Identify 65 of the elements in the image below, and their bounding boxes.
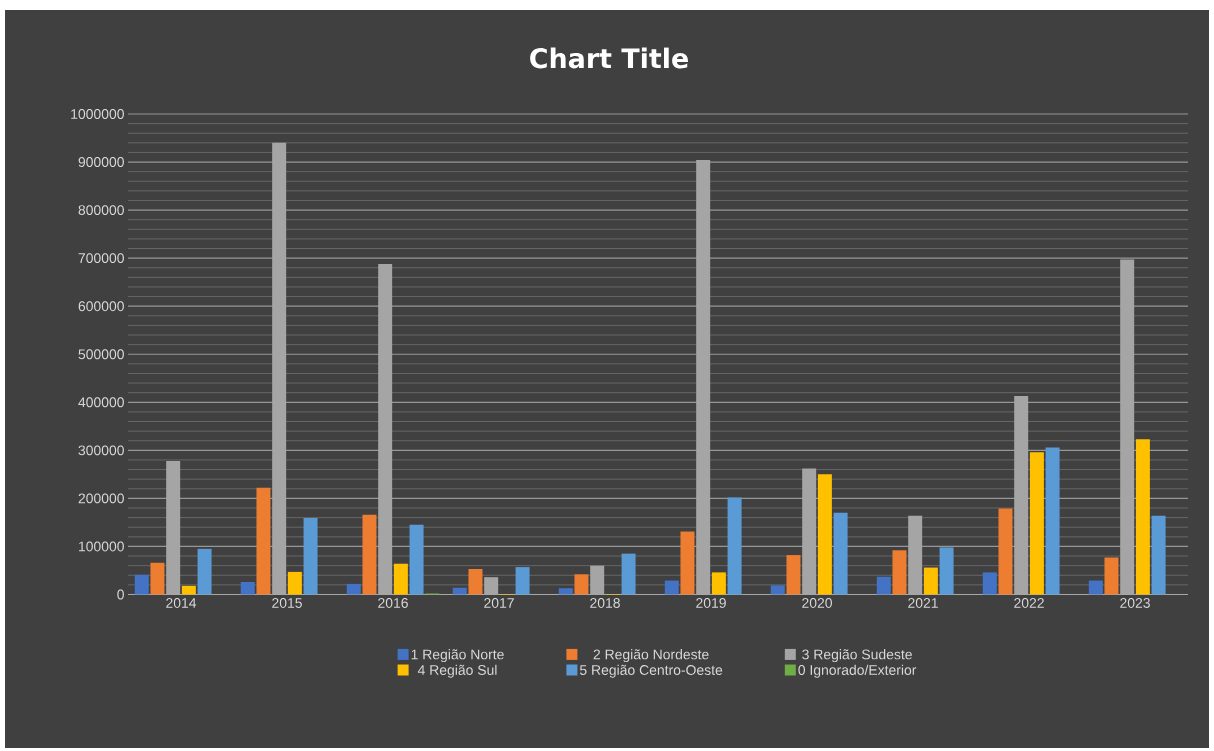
bar (982, 572, 997, 595)
bar (998, 508, 1013, 595)
bar (240, 581, 255, 595)
x-tick-label: 2014 (166, 597, 197, 608)
bar (303, 518, 318, 595)
y-tick-label: 600000 (78, 301, 124, 312)
x-tick-label: 2019 (696, 597, 726, 608)
bar (468, 569, 483, 595)
bar (256, 487, 271, 595)
bar (923, 567, 938, 595)
y-tick-label: 200000 (78, 493, 124, 504)
legend-label: 0 Ignorado/Exterior (798, 664, 917, 678)
bar (197, 548, 212, 595)
y-tick-label: 1000000 (71, 109, 124, 119)
legend-label: 5 Região Centro-Oeste (579, 664, 723, 678)
legend-label: 4 Região Sul (417, 664, 497, 678)
bar (1088, 580, 1103, 595)
bar (287, 571, 302, 595)
x-tick-label: 2023 (1120, 597, 1150, 608)
bar (786, 555, 801, 595)
x-tick-label: 2016 (378, 597, 408, 608)
bar (1151, 515, 1166, 595)
bar (409, 524, 424, 595)
bar (892, 550, 907, 595)
bar (134, 574, 149, 595)
y-tick-label: 0 (117, 589, 124, 600)
bar (1104, 557, 1119, 595)
bar (770, 585, 785, 595)
x-tick-label: 2017 (484, 597, 514, 608)
bar (346, 583, 361, 595)
y-tick-label: 700000 (78, 253, 124, 264)
bar (876, 576, 891, 595)
bar (727, 497, 742, 595)
x-tick-label: 2015 (272, 597, 302, 608)
y-tick-label: 100000 (79, 541, 124, 552)
bar (939, 547, 954, 595)
legend-label: 1 Região Norte (411, 649, 504, 663)
y-tick-label: 400000 (78, 397, 124, 408)
y-tick-label: 300000 (78, 445, 124, 456)
legend-label: 2 Região Nordeste (593, 649, 709, 663)
bar (833, 512, 848, 595)
bar (1045, 447, 1060, 595)
bar (574, 574, 589, 595)
bar (664, 580, 679, 595)
bar (621, 553, 636, 595)
x-tick-label: 2021 (908, 597, 938, 608)
chart-title: Chart Title (530, 47, 688, 69)
y-tick-label: 800000 (78, 205, 124, 216)
x-tick-label: 2020 (802, 597, 832, 608)
bar (817, 474, 832, 595)
bar (515, 567, 530, 595)
x-tick-label: 2018 (590, 597, 620, 608)
y-tick-label: 900000 (78, 157, 124, 167)
bar (150, 562, 165, 595)
bar (1135, 439, 1150, 595)
bar (558, 588, 573, 595)
bar (680, 531, 695, 595)
bar (711, 572, 726, 595)
legend-label: 3 Região Sudeste (802, 649, 912, 663)
bar (393, 563, 408, 595)
bar (1029, 452, 1044, 595)
bar (181, 585, 196, 595)
y-tick-label: 500000 (78, 349, 124, 360)
x-tick-label: 2022 (1014, 597, 1044, 608)
bar (362, 514, 377, 595)
